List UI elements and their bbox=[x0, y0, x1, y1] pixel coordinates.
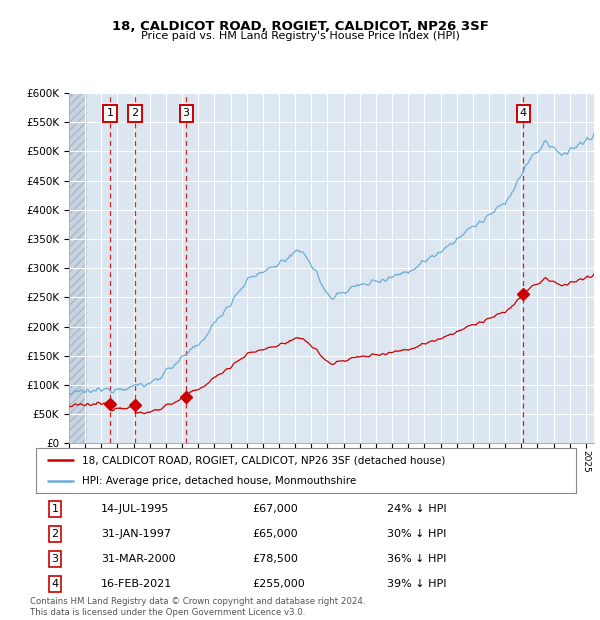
Text: 24% ↓ HPI: 24% ↓ HPI bbox=[387, 504, 446, 514]
Text: 2: 2 bbox=[131, 108, 139, 118]
Text: 31-MAR-2000: 31-MAR-2000 bbox=[101, 554, 175, 564]
Text: 14-JUL-1995: 14-JUL-1995 bbox=[101, 504, 169, 514]
Text: 31-JAN-1997: 31-JAN-1997 bbox=[101, 529, 171, 539]
Bar bbox=[69, 93, 87, 443]
Text: 1: 1 bbox=[52, 504, 58, 514]
Text: £67,000: £67,000 bbox=[252, 504, 298, 514]
Text: £78,500: £78,500 bbox=[252, 554, 298, 564]
Text: 18, CALDICOT ROAD, ROGIET, CALDICOT, NP26 3SF (detached house): 18, CALDICOT ROAD, ROGIET, CALDICOT, NP2… bbox=[82, 455, 445, 466]
Text: This data is licensed under the Open Government Licence v3.0.: This data is licensed under the Open Gov… bbox=[30, 608, 305, 617]
Text: £255,000: £255,000 bbox=[252, 579, 305, 589]
Text: HPI: Average price, detached house, Monmouthshire: HPI: Average price, detached house, Monm… bbox=[82, 476, 356, 486]
Text: 1: 1 bbox=[107, 108, 113, 118]
Text: Contains HM Land Registry data © Crown copyright and database right 2024.: Contains HM Land Registry data © Crown c… bbox=[30, 597, 365, 606]
Text: 39% ↓ HPI: 39% ↓ HPI bbox=[387, 579, 446, 589]
Text: 3: 3 bbox=[52, 554, 58, 564]
Text: 2: 2 bbox=[52, 529, 58, 539]
Text: £65,000: £65,000 bbox=[252, 529, 298, 539]
Text: Price paid vs. HM Land Registry's House Price Index (HPI): Price paid vs. HM Land Registry's House … bbox=[140, 31, 460, 41]
Text: 4: 4 bbox=[52, 579, 58, 589]
Text: 30% ↓ HPI: 30% ↓ HPI bbox=[387, 529, 446, 539]
Text: 36% ↓ HPI: 36% ↓ HPI bbox=[387, 554, 446, 564]
Text: 4: 4 bbox=[520, 108, 527, 118]
Text: 18, CALDICOT ROAD, ROGIET, CALDICOT, NP26 3SF: 18, CALDICOT ROAD, ROGIET, CALDICOT, NP2… bbox=[112, 20, 488, 33]
Text: 3: 3 bbox=[182, 108, 190, 118]
Text: 16-FEB-2021: 16-FEB-2021 bbox=[101, 579, 172, 589]
